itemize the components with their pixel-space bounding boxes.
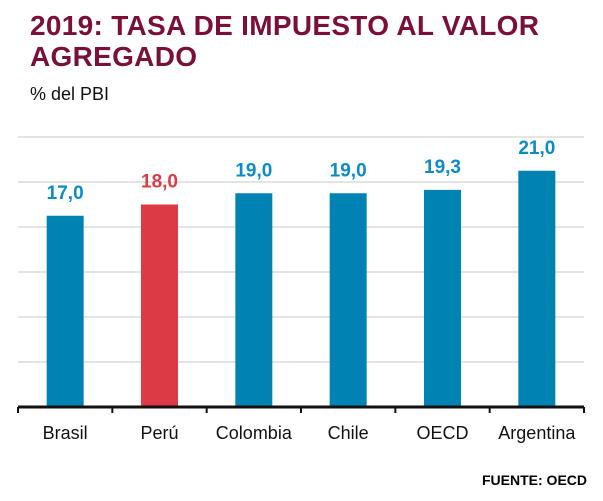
labels: 17,0 Brasil 18,0 Perú 19,0 Colombia 19,0 Chile 1…: [43, 138, 577, 443]
value-label: 17,0: [47, 183, 84, 204]
bar-oecd: [424, 189, 461, 407]
bar-brasil: [46, 215, 84, 407]
category-label: Chile: [328, 423, 369, 443]
bar-chile: [329, 193, 367, 407]
bar-perú: [141, 204, 178, 407]
gridlines: [18, 136, 584, 363]
category-label: Perú: [140, 423, 178, 443]
value-label: 18,0: [141, 172, 178, 193]
category-label: OECD: [416, 423, 468, 443]
chart-title: 2019: TASA DE IMPUESTO AL VALOR AGREGADO: [30, 10, 540, 72]
value-label: 21,0: [518, 138, 555, 159]
x-axis: [17, 405, 585, 413]
bar-colombia: [235, 193, 273, 407]
category-label: Colombia: [216, 423, 293, 443]
value-label: 19,0: [330, 160, 367, 181]
bar-argentina: [518, 170, 556, 407]
value-label: 19,3: [424, 157, 461, 178]
source-note: FUENTE: OECD: [482, 472, 587, 488]
category-label: Argentina: [498, 423, 576, 443]
value-label: 19,0: [235, 160, 272, 181]
category-label: Brasil: [43, 423, 88, 443]
chart-subtitle: % del PBI: [30, 84, 110, 104]
bars: [46, 170, 556, 407]
